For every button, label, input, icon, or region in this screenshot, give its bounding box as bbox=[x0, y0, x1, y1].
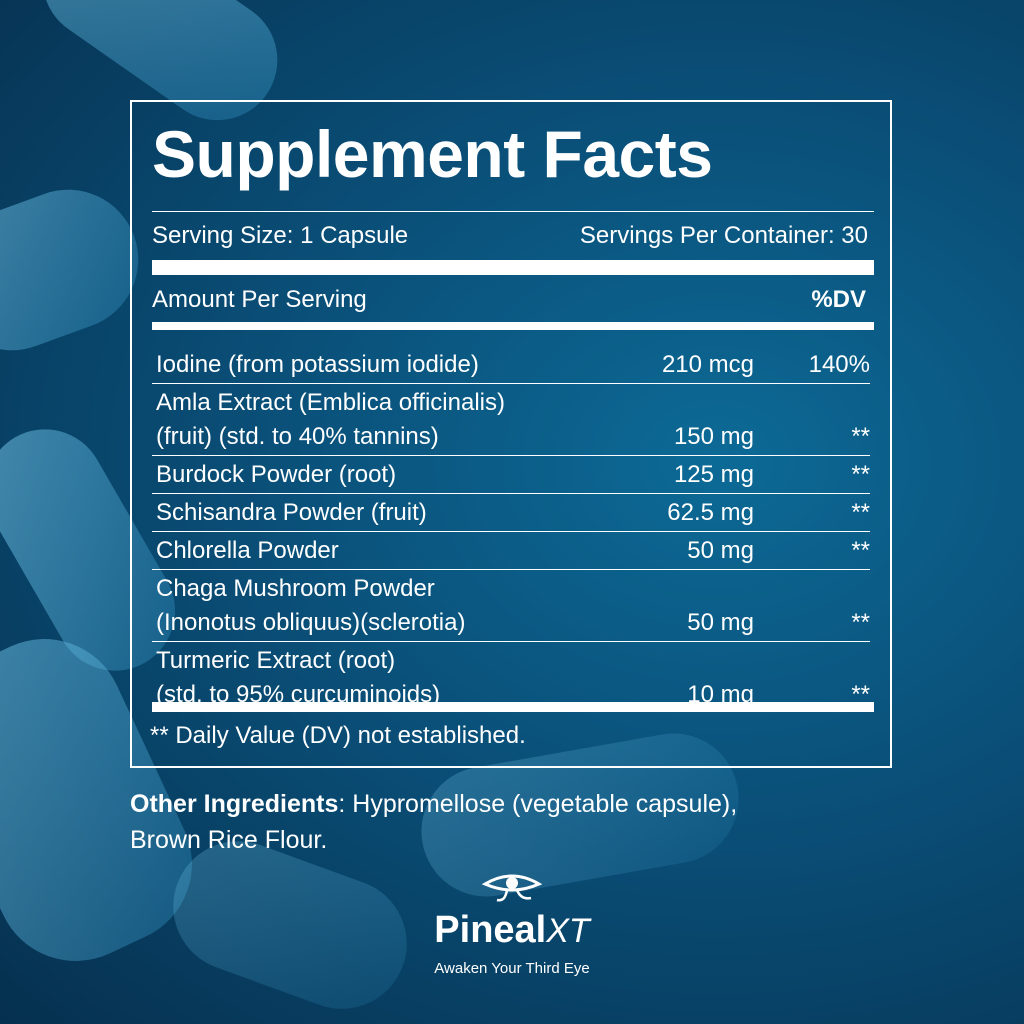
ingredient-table: Iodine (from potassium iodide) 210 mcg 140… bbox=[152, 340, 870, 713]
ingredient-dv: ** bbox=[851, 461, 870, 488]
ingredient-amount: 150 mg bbox=[673, 423, 754, 450]
brand-main: Pineal bbox=[434, 909, 547, 951]
ingredient-dv: ** bbox=[851, 537, 870, 564]
ingredient-amount: 50 mg bbox=[687, 609, 754, 636]
ingredient-name-line: Iodine (from potassium iodide) bbox=[156, 351, 479, 378]
divider bbox=[152, 702, 874, 712]
ingredient-amount: 50 mg bbox=[687, 537, 754, 564]
ingredient-name-line: Chlorella Powder bbox=[156, 537, 339, 564]
ingredient-dv: ** bbox=[851, 499, 870, 526]
ingredient-name: Iodine (from potassium iodide) bbox=[156, 348, 624, 382]
ingredient-row: Chlorella Powder 50 mg ** bbox=[152, 532, 870, 570]
other-ingredients-label: Other Ingredients bbox=[130, 790, 339, 818]
dv-header: %DV bbox=[811, 286, 866, 313]
ingredient-name: Amla Extract (Emblica officinalis) (fruit… bbox=[156, 386, 624, 454]
ingredient-name-line: Chaga Mushroom Powder bbox=[156, 575, 435, 602]
divider bbox=[152, 322, 874, 330]
ingredient-name-line: Amla Extract (Emblica officinalis) bbox=[156, 389, 505, 416]
brand: PinealXT Awaken Your Third Eye bbox=[0, 870, 1024, 977]
ingredient-name: Turmeric Extract (root) (std. to 95% curc… bbox=[156, 644, 624, 712]
other-ingredients-text: : Hypromellose (vegetable capsule), Brow… bbox=[130, 790, 738, 854]
ingredient-row: Chaga Mushroom Powder (Inonotus obliquus)… bbox=[152, 570, 870, 642]
amount-header: Amount Per Serving bbox=[152, 286, 367, 313]
brand-name: PinealXT bbox=[0, 909, 1024, 952]
ingredient-dv: ** bbox=[851, 681, 870, 708]
ingredient-dv: 140% bbox=[808, 351, 870, 378]
brand-suffix: XT bbox=[546, 912, 590, 950]
ingredient-name-line: Turmeric Extract (root) bbox=[156, 647, 396, 674]
divider bbox=[152, 260, 874, 275]
ingredient-name: Schisandra Powder (fruit) bbox=[156, 496, 624, 530]
ingredient-name: Chaga Mushroom Powder (Inonotus obliquus)… bbox=[156, 572, 624, 640]
facts-panel: Supplement Facts Serving Size: 1 Capsule… bbox=[130, 100, 892, 768]
ingredient-name-line: Schisandra Powder (fruit) bbox=[156, 499, 427, 526]
ingredient-row: Iodine (from potassium iodide) 210 mcg 140… bbox=[152, 340, 870, 384]
servings-per-container: Servings Per Container: 30 bbox=[579, 222, 868, 249]
ingredient-amount: 210 mcg bbox=[661, 351, 754, 378]
ingredient-row: Turmeric Extract (root) (std. to 95% curc… bbox=[152, 642, 870, 713]
ingredient-row: Amla Extract (Emblica officinalis) (fruit… bbox=[152, 384, 870, 456]
ingredient-name: Chlorella Powder bbox=[156, 534, 624, 568]
footnote: ** Daily Value (DV) not established. bbox=[150, 722, 526, 749]
ingredient-dv: ** bbox=[851, 423, 870, 450]
ingredient-name: Burdock Powder (root) bbox=[156, 458, 624, 492]
other-ingredients: Other Ingredients: Hypromellose (vegetab… bbox=[130, 786, 790, 858]
ingredient-amount: 62.5 mg bbox=[667, 499, 754, 526]
title: Supplement Facts bbox=[152, 117, 713, 191]
ingredient-name-line: Burdock Powder (root) bbox=[156, 461, 397, 488]
ingredient-dv: ** bbox=[851, 609, 870, 636]
serving-size: Serving Size: 1 Capsule bbox=[152, 222, 409, 249]
ingredient-amount: 125 mg bbox=[673, 461, 754, 488]
ingredient-name-line: (Inonotus obliquus)(sclerotia) bbox=[156, 609, 466, 636]
ingredient-row: Schisandra Powder (fruit) 62.5 mg ** bbox=[152, 494, 870, 532]
eye-logo bbox=[481, 874, 543, 902]
ingredient-name-line: (fruit) (std. to 40% tannins) bbox=[156, 423, 439, 450]
ingredient-row: Burdock Powder (root) 125 mg ** bbox=[152, 456, 870, 494]
divider bbox=[152, 211, 874, 212]
tagline: Awaken Your Third Eye bbox=[434, 960, 590, 977]
